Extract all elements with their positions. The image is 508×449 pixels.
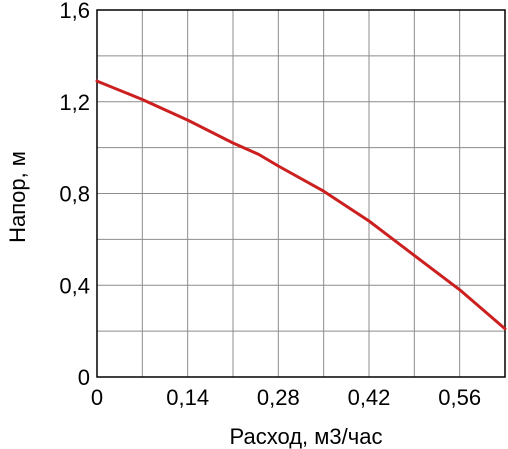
x-tick-label: 0,14 bbox=[166, 385, 209, 410]
y-tick-label: 0,4 bbox=[59, 273, 90, 298]
series-layer bbox=[95, 79, 507, 331]
x-tick-label: 0 bbox=[91, 385, 103, 410]
grid bbox=[97, 10, 505, 377]
y-axis-label: Напор, м bbox=[5, 151, 30, 243]
y-tick-labels: 0 0,4 0,8 1,2 1,6 bbox=[59, 0, 90, 390]
x-tick-labels: 0 0,14 0,28 0,42 0,56 bbox=[91, 385, 481, 410]
y-tick-label: 1,2 bbox=[59, 90, 90, 115]
y-tick-label: 0 bbox=[78, 365, 90, 390]
x-tick-label: 0,56 bbox=[438, 385, 481, 410]
y-tick-label: 0,8 bbox=[59, 182, 90, 207]
y-tick-label: 1,6 bbox=[59, 0, 90, 23]
plot-frame bbox=[96, 9, 506, 378]
x-tick-label: 0,28 bbox=[257, 385, 300, 410]
x-axis-label: Расход, м3/час bbox=[230, 424, 383, 449]
series-line bbox=[95, 79, 507, 331]
x-tick-label: 0,42 bbox=[348, 385, 391, 410]
